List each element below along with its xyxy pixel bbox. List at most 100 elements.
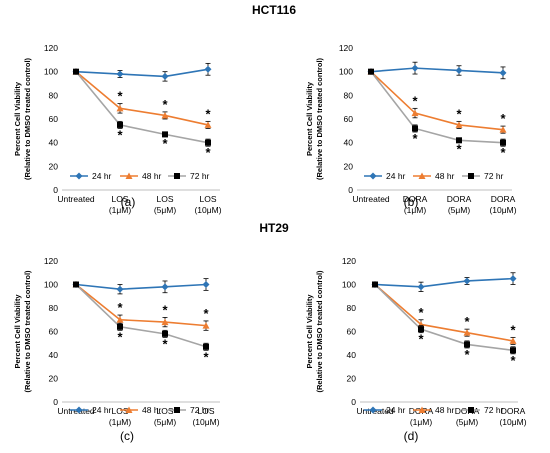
x-tick-label-line: (1μM) — [109, 417, 132, 427]
data-point-24hr — [161, 72, 169, 80]
significance-star: * — [418, 305, 424, 320]
data-point-24hr — [161, 283, 169, 291]
group-title-ht29: HT29 — [259, 221, 289, 235]
legend-marker — [468, 173, 474, 179]
y-axis-label: Percent Cell Viability(Relative to DMSO … — [13, 270, 32, 393]
x-tick-label: LOS (5μM) — [154, 406, 177, 427]
y-axis-label-line: (Relative to DMSO treated control) — [23, 57, 32, 180]
significance-star: * — [205, 106, 211, 121]
legend-marker — [468, 407, 474, 413]
y-tick-label: 0 — [351, 397, 356, 407]
x-tick-label-line: (1μM) — [410, 417, 433, 427]
chart-panel-b: 0 20 40 60 80 100 120 Percent Cell Viability(Re… — [305, 43, 517, 215]
significance-star: * — [162, 136, 168, 151]
x-tick-label-line: Untreated — [57, 406, 95, 416]
data-point-72hr — [456, 137, 462, 144]
significance-star: * — [412, 131, 418, 146]
x-tick-label-line: DORA — [501, 406, 526, 416]
x-tick-label-line: (5μM) — [154, 417, 177, 427]
data-point-48hr — [455, 121, 463, 128]
data-point-72hr — [412, 125, 418, 132]
data-point-72hr — [162, 131, 168, 138]
x-tick-label: DORA (10μM) — [499, 406, 526, 427]
legend-marker — [174, 173, 180, 179]
y-tick-label: 120 — [339, 43, 353, 53]
series-line-24hr — [370, 67, 504, 74]
x-tick-label-line: (10μM) — [194, 205, 221, 215]
data-point-72hr — [162, 330, 168, 337]
y-tick-label: 0 — [348, 185, 353, 195]
significance-star: * — [162, 302, 168, 317]
x-tick-label-line: LOS — [199, 194, 216, 204]
y-axis-label-line: (Relative to DMSO treated control) — [315, 57, 324, 180]
chart-panel-c: 0 20 40 60 80 100 120 Percent Cell Viability(Re… — [13, 256, 220, 427]
x-tick-label: Untreated — [352, 194, 390, 204]
series-line-48hr — [75, 71, 209, 126]
data-point-24hr — [411, 64, 419, 72]
series-line-72hr — [370, 71, 504, 144]
data-point-72hr — [464, 341, 470, 348]
x-tick-label: LOS (10μM) — [192, 406, 219, 427]
legend-label: 24 hr — [92, 171, 112, 181]
y-axis-label-line: (Relative to DMSO treated control) — [315, 270, 324, 393]
x-tick-label-line: LOS — [111, 194, 128, 204]
x-tick-label: LOS (1μM) — [109, 406, 132, 427]
y-tick-label: 40 — [49, 350, 59, 360]
legend-label: 48 hr — [142, 171, 162, 181]
x-tick-label-line: (5μM) — [456, 417, 479, 427]
significance-star: * — [500, 111, 506, 126]
x-tick-label-line: DORA — [455, 406, 480, 416]
data-point-72hr — [205, 139, 211, 146]
significance-star: * — [203, 349, 209, 364]
y-tick-label: 80 — [49, 90, 59, 100]
data-point-48hr — [499, 126, 507, 133]
data-point-24hr — [116, 70, 124, 78]
x-tick-label: LOS (1μM) — [109, 194, 132, 215]
y-tick-label: 100 — [44, 280, 58, 290]
significance-star: * — [464, 347, 470, 362]
panel-label-b: (b) — [404, 195, 419, 209]
series-line-24hr — [75, 68, 209, 78]
legend-label: 72 hr — [190, 171, 210, 181]
series-line-24hr — [374, 277, 514, 288]
x-tick-label: DORA (10μM) — [489, 194, 516, 215]
data-point-24hr — [116, 285, 124, 293]
data-point-72hr — [368, 68, 374, 75]
significance-star: * — [205, 145, 211, 160]
legend-label: 48 hr — [142, 405, 162, 415]
chart-panel-a: 0 20 40 60 80 100 120 Percent Cell Viability(Re… — [13, 43, 222, 215]
series-line-48hr — [75, 283, 207, 327]
legend-label: 24 hr — [386, 171, 406, 181]
data-point-72hr — [500, 139, 506, 146]
y-tick-label: 60 — [49, 327, 59, 337]
significance-star: * — [162, 97, 168, 112]
data-point-72hr — [510, 347, 516, 354]
significance-star: * — [117, 329, 123, 344]
x-tick-label: LOS (10μM) — [194, 194, 221, 215]
y-tick-label: 120 — [342, 256, 356, 266]
legend-marker — [125, 406, 133, 413]
y-tick-label: 60 — [49, 114, 59, 124]
significance-star: * — [117, 89, 123, 104]
data-point-72hr — [418, 326, 424, 333]
y-tick-label: 60 — [347, 327, 357, 337]
y-tick-label: 20 — [344, 161, 354, 171]
data-point-24hr — [455, 66, 463, 74]
data-point-48hr — [204, 121, 212, 128]
legend-label: 48 hr — [435, 171, 455, 181]
y-tick-label: 0 — [53, 397, 58, 407]
legend-label: 72 hr — [190, 405, 210, 415]
y-tick-label: 120 — [44, 43, 58, 53]
series-line-24hr — [75, 283, 207, 291]
data-point-48hr — [161, 318, 169, 326]
y-tick-label: 20 — [49, 161, 59, 171]
y-tick-label: 100 — [339, 67, 353, 77]
data-point-72hr — [117, 323, 123, 330]
y-axis-label-line: Percent Cell Viability — [13, 81, 22, 156]
legend-label: 24 hr — [92, 405, 112, 415]
data-point-72hr — [73, 281, 79, 288]
data-point-24hr — [204, 65, 212, 73]
y-tick-label: 80 — [49, 303, 59, 313]
